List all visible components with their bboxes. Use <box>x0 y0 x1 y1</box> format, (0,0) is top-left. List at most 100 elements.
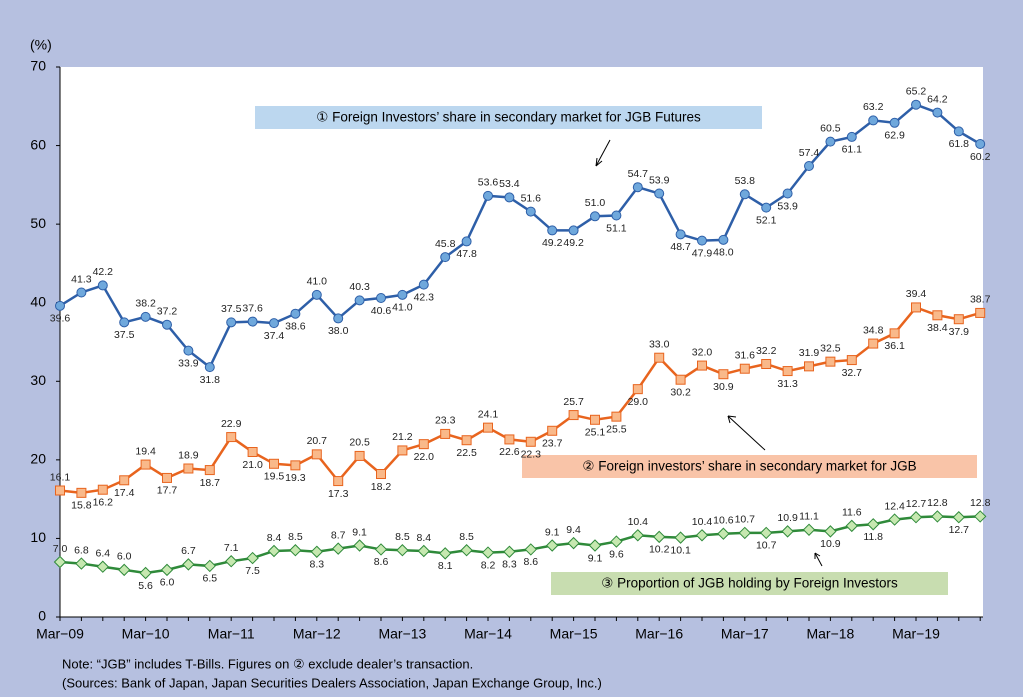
marker <box>590 211 600 222</box>
annotation: ② Foreign investors’ share in secondary … <box>582 459 916 474</box>
marker <box>909 511 923 524</box>
marker <box>675 229 686 240</box>
data-label: 18.9 <box>178 449 199 461</box>
marker <box>824 525 837 538</box>
data-label: 37.6 <box>242 302 263 314</box>
data-label: 17.7 <box>157 485 178 497</box>
marker <box>889 328 900 339</box>
data-label: 7.0 <box>53 543 68 555</box>
data-label: 38.6 <box>285 320 306 332</box>
marker <box>438 547 452 560</box>
data-label: 22.6 <box>499 446 520 458</box>
marker <box>611 411 622 422</box>
data-label: 6.0 <box>117 551 132 563</box>
marker <box>247 316 258 327</box>
annotation: ③ Proportion of JGB holding by Foreign I… <box>601 576 898 591</box>
data-label: 8.1 <box>438 560 453 572</box>
data-label: 37.5 <box>221 303 242 315</box>
data-label: 10.6 <box>713 514 734 526</box>
marker <box>440 428 451 439</box>
data-label: 38.2 <box>135 298 156 310</box>
arrow-head <box>814 552 821 559</box>
marker <box>417 544 431 558</box>
marker <box>311 449 322 460</box>
data-label: 17.4 <box>114 487 135 499</box>
data-label: 53.9 <box>649 174 670 186</box>
marker <box>226 317 237 328</box>
marker <box>376 469 386 479</box>
data-label: 23.7 <box>542 438 563 450</box>
data-label: 52.1 <box>756 214 777 226</box>
marker <box>738 526 752 540</box>
marker <box>547 425 558 436</box>
note: Note: “JGB” includes T-Bills. Figures on… <box>62 656 473 671</box>
data-label: 20.5 <box>349 437 370 449</box>
data-label: 54.7 <box>628 168 649 180</box>
data-label: 9.1 <box>588 552 603 564</box>
data-label: 8.2 <box>481 559 496 571</box>
marker <box>374 543 388 556</box>
marker <box>418 279 429 290</box>
data-label: 33.9 <box>178 357 199 369</box>
marker <box>697 235 707 246</box>
data-label: 47.8 <box>456 248 477 260</box>
data-label: 18.2 <box>371 481 392 493</box>
data-label: 39.4 <box>906 288 927 300</box>
marker <box>568 225 579 236</box>
data-label: 8.6 <box>374 556 389 568</box>
marker <box>396 544 409 557</box>
marker <box>846 355 857 366</box>
marker <box>782 188 793 199</box>
marker <box>75 557 88 570</box>
data-label: 60.5 <box>820 122 841 134</box>
data-label: 65.2 <box>906 85 927 97</box>
data-label: 30.2 <box>670 386 691 398</box>
data-label: 41.0 <box>307 276 328 288</box>
data-label: 25.7 <box>563 396 584 408</box>
marker <box>888 513 901 526</box>
data-label: 8.6 <box>523 556 538 568</box>
annotation-box <box>255 106 762 129</box>
y-tick-label: 20 <box>30 451 46 467</box>
data-label: 6.8 <box>74 544 89 556</box>
marker <box>397 289 408 300</box>
data-label: 45.8 <box>435 238 456 250</box>
data-label: 34.8 <box>863 324 884 336</box>
y-tick-label: 30 <box>30 372 46 388</box>
arrow <box>727 415 766 451</box>
data-label: 19.5 <box>264 471 285 483</box>
data-label: 49.2 <box>563 237 584 249</box>
marker <box>353 539 366 552</box>
marker <box>524 543 538 556</box>
marker <box>461 435 472 446</box>
data-label: 25.1 <box>585 427 606 439</box>
data-label: 22.3 <box>521 449 542 461</box>
data-label: 24.1 <box>478 408 499 420</box>
marker <box>932 310 943 321</box>
data-label: 8.5 <box>459 531 474 543</box>
marker <box>289 544 302 557</box>
marker <box>654 188 665 199</box>
marker <box>290 308 301 319</box>
marker <box>269 458 279 469</box>
data-label: 9.1 <box>352 526 367 538</box>
data-label: 53.9 <box>777 200 798 212</box>
series: 39.641.342.237.538.237.233.931.837.5 37.6… <box>50 85 991 591</box>
marker <box>460 544 473 557</box>
data-label: 18.7 <box>200 477 221 489</box>
data-label: 8.5 <box>395 531 410 543</box>
marker <box>590 414 600 425</box>
x-tick-label: Mar−15 <box>550 626 598 642</box>
data-label: 51.6 <box>521 192 542 204</box>
marker <box>652 530 666 544</box>
y-tick-label: 60 <box>30 136 46 152</box>
marker <box>695 529 709 542</box>
marker <box>759 526 773 540</box>
marker <box>97 484 108 495</box>
data-label: 41.3 <box>71 273 92 285</box>
marker <box>160 563 174 577</box>
marker <box>975 307 986 318</box>
marker <box>761 359 772 369</box>
data-label: 8.4 <box>267 532 282 544</box>
marker <box>96 560 110 573</box>
